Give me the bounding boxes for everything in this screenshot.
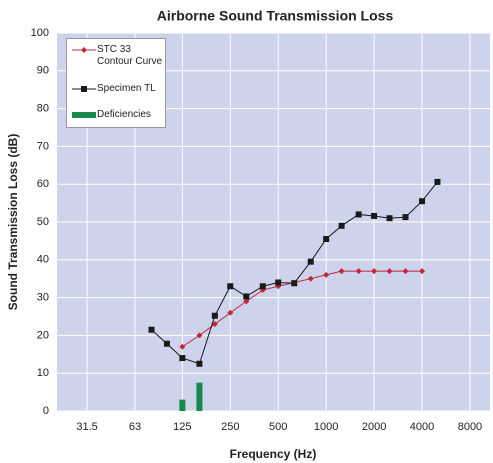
chart-title: Airborne Sound Transmission Loss bbox=[157, 8, 394, 24]
y-tick-label: 60 bbox=[37, 178, 49, 190]
legend-item: STC 33 Contour Curve bbox=[71, 44, 165, 68]
marker bbox=[307, 275, 314, 282]
marker bbox=[259, 283, 266, 290]
x-tick-label: 8000 bbox=[458, 421, 482, 433]
y-axis-label: Sound Transmission Loss (dB) bbox=[6, 134, 20, 311]
marker bbox=[148, 326, 155, 333]
y-tick-label: 0 bbox=[43, 405, 49, 417]
marker bbox=[355, 211, 362, 218]
marker bbox=[419, 198, 426, 205]
marker bbox=[386, 268, 393, 275]
legend-marker bbox=[81, 86, 87, 92]
legend-item: Deficiencies bbox=[71, 109, 165, 121]
legend-swatch bbox=[72, 112, 96, 118]
marker bbox=[434, 178, 441, 185]
marker bbox=[211, 312, 218, 319]
y-tick-label: 50 bbox=[37, 216, 49, 228]
marker bbox=[402, 214, 409, 221]
legend-icon bbox=[72, 47, 96, 53]
marker bbox=[371, 212, 378, 219]
marker bbox=[402, 268, 409, 275]
x-tick-label: 125 bbox=[173, 421, 191, 433]
x-tick-label: 1000 bbox=[314, 421, 338, 433]
x-tick-label: 250 bbox=[221, 421, 239, 433]
x-axis-label: Frequency (Hz) bbox=[230, 447, 317, 461]
marker bbox=[179, 343, 186, 350]
legend-label: Deficiencies bbox=[97, 109, 151, 120]
marker bbox=[275, 279, 282, 286]
marker bbox=[211, 321, 218, 328]
y-tick-label: 70 bbox=[37, 140, 49, 152]
y-tick-label: 100 bbox=[31, 27, 49, 39]
y-tick-label: 40 bbox=[37, 254, 49, 266]
legend-icon bbox=[72, 86, 96, 92]
y-tick-label: 30 bbox=[37, 292, 49, 304]
legend-icon bbox=[72, 112, 96, 118]
legend: STC 33 Contour Curve Specimen TL Deficienc… bbox=[66, 38, 166, 128]
marker bbox=[371, 268, 378, 275]
marker bbox=[196, 360, 203, 367]
marker bbox=[307, 258, 314, 265]
marker bbox=[338, 222, 345, 229]
legend-label: STC 33 Contour Curve bbox=[97, 44, 163, 67]
y-tick-label: 80 bbox=[37, 103, 49, 115]
marker bbox=[163, 340, 170, 347]
marker bbox=[243, 293, 250, 300]
x-tick-label: 4000 bbox=[410, 421, 434, 433]
bar bbox=[179, 399, 186, 411]
y-tick-label: 20 bbox=[37, 329, 49, 341]
x-tick-label: 500 bbox=[269, 421, 287, 433]
marker bbox=[323, 271, 330, 278]
legend-marker bbox=[81, 47, 87, 53]
marker bbox=[355, 268, 362, 275]
legend-label: Specimen TL bbox=[97, 83, 156, 94]
marker bbox=[323, 236, 330, 243]
marker bbox=[386, 215, 393, 222]
x-tick-label: 63 bbox=[129, 421, 141, 433]
x-tick-label: 2000 bbox=[362, 421, 386, 433]
y-tick-label: 10 bbox=[37, 367, 49, 379]
marker bbox=[179, 355, 186, 362]
marker bbox=[291, 280, 298, 287]
legend-item: Specimen TL bbox=[71, 83, 165, 95]
marker bbox=[338, 268, 345, 275]
marker bbox=[196, 332, 203, 339]
marker bbox=[227, 309, 234, 316]
marker bbox=[227, 283, 234, 290]
series-line bbox=[182, 270, 423, 348]
marker bbox=[243, 298, 250, 305]
y-tick-label: 90 bbox=[37, 65, 49, 77]
x-tick-label: 31.5 bbox=[76, 421, 97, 433]
bar bbox=[196, 382, 203, 411]
marker bbox=[419, 268, 426, 275]
